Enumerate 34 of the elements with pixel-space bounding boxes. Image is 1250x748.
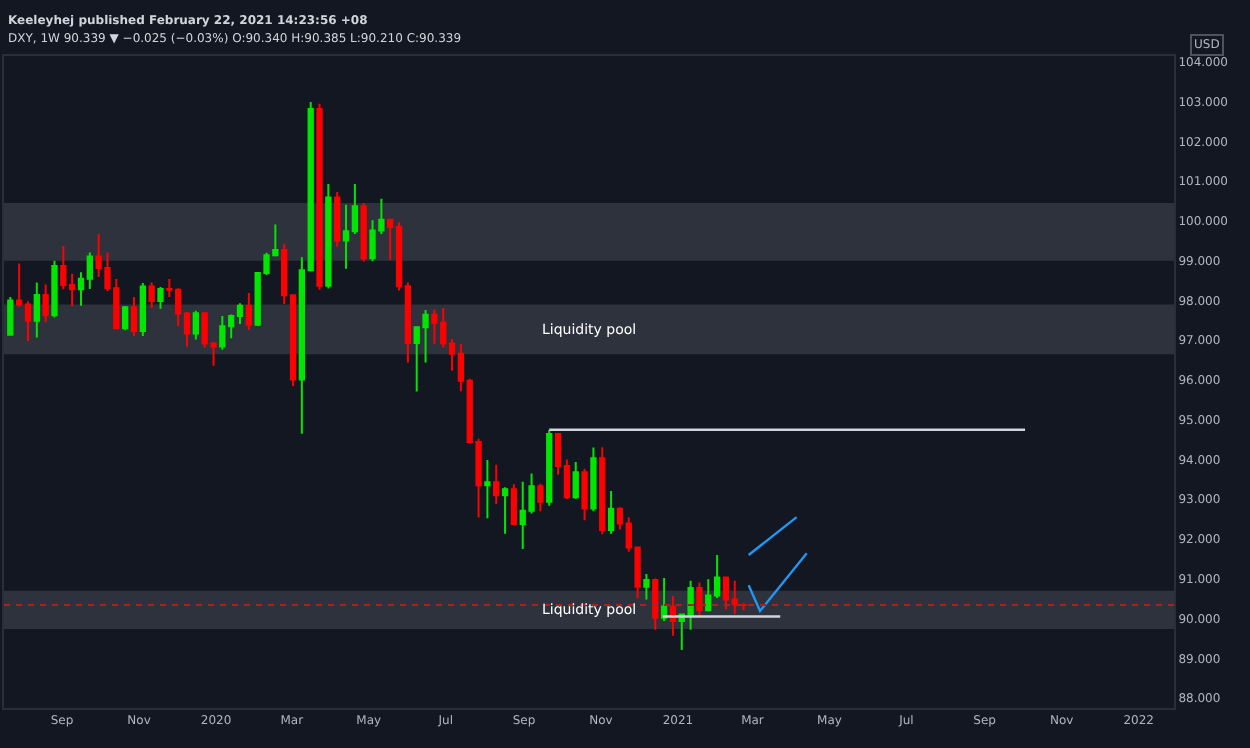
- candlestick: [652, 577, 659, 631]
- candlestick: [431, 308, 438, 345]
- candlestick: [722, 575, 730, 611]
- candlestick: [334, 190, 341, 248]
- candlestick: [537, 482, 544, 513]
- candlestick: [731, 579, 738, 615]
- candlestick: [316, 102, 323, 291]
- candlestick: [572, 460, 579, 500]
- candlestick: [590, 446, 597, 513]
- candlestick: [607, 489, 615, 535]
- candlestick: [42, 283, 49, 324]
- candlestick: [192, 309, 199, 341]
- candlestick: [122, 305, 129, 332]
- candlestick: [148, 281, 155, 310]
- candlestick: [51, 259, 58, 319]
- candlestick: [325, 183, 332, 290]
- candlestick: [245, 291, 253, 331]
- candlestick: [581, 467, 588, 522]
- candlestick: [219, 315, 226, 351]
- candlestick: [696, 581, 703, 618]
- candlestick: [130, 295, 138, 337]
- candlestick: [7, 295, 14, 337]
- candlestick: [157, 285, 164, 310]
- candlestick: [510, 483, 518, 526]
- candlestick: [501, 486, 509, 535]
- candlestick: [484, 458, 491, 520]
- candlestick: [493, 463, 500, 506]
- candlestick: [660, 577, 668, 622]
- candlestick: [33, 281, 40, 339]
- candlestick: [139, 282, 146, 337]
- candlestick: [546, 429, 553, 507]
- candlestick: [360, 202, 367, 263]
- candlestick: [599, 446, 606, 536]
- candlestick: [643, 573, 650, 601]
